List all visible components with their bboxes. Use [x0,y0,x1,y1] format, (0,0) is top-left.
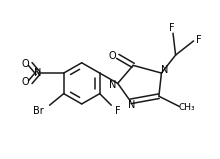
Text: Br: Br [33,106,43,116]
Text: N: N [161,65,168,75]
Text: O: O [22,59,29,69]
Text: F: F [116,106,121,116]
Text: N: N [34,68,42,78]
Text: F: F [196,35,202,45]
Text: CH₃: CH₃ [178,103,195,112]
Text: N: N [109,80,117,90]
Text: O: O [109,51,116,61]
Text: N: N [128,100,136,110]
Text: O: O [22,77,29,87]
Text: F: F [169,23,175,33]
